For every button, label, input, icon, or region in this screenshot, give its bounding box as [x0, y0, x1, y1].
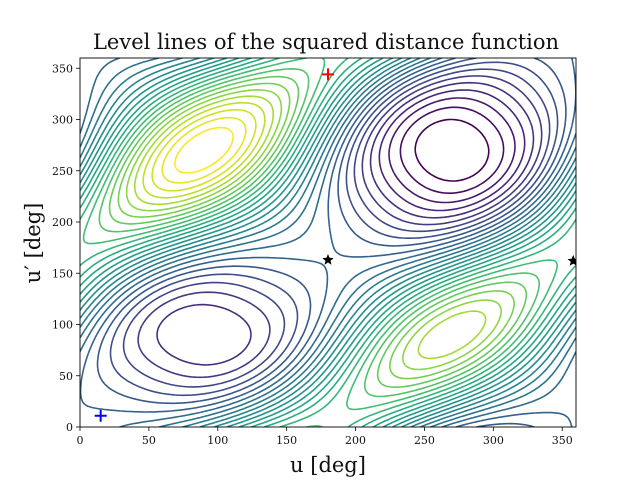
contour-level — [378, 89, 526, 212]
y-tick-label: 300 — [52, 114, 73, 127]
y-tick-label: 250 — [52, 165, 73, 178]
plot-frame — [79, 57, 577, 428]
contour-level — [161, 116, 247, 184]
point-markers — [94, 68, 576, 422]
contour-level — [80, 58, 576, 427]
contour-level — [80, 58, 576, 427]
y-tick-label: 100 — [52, 319, 73, 332]
x-tick-label: 200 — [345, 434, 366, 447]
contour-level — [142, 101, 266, 199]
plus-marker — [94, 409, 107, 422]
contour-level — [414, 118, 490, 182]
x-axis-label: u [deg] — [290, 453, 366, 477]
y-tick-label: 350 — [52, 62, 73, 75]
x-tick-label: 250 — [414, 434, 435, 447]
x-tick-label: 0 — [77, 434, 84, 447]
y-axis-label: u′ [deg] — [21, 203, 45, 284]
x-tick-label: 150 — [276, 434, 297, 447]
x-tick-label: 300 — [483, 434, 504, 447]
x-tick-label: 100 — [207, 434, 228, 447]
contour-level — [80, 58, 576, 427]
x-axis-ticks: 0 50 100 150 200 250 300 350 — [77, 427, 573, 447]
contour-level — [151, 108, 257, 192]
x-tick-label: 50 — [142, 434, 156, 447]
y-tick-label: 200 — [52, 216, 73, 229]
contour-level — [122, 68, 551, 388]
contour-level — [174, 126, 234, 174]
y-tick-label: 50 — [59, 370, 73, 383]
contour-level — [117, 82, 515, 380]
contour-level — [137, 75, 543, 379]
star-marker — [322, 253, 334, 265]
contour-level — [156, 81, 535, 366]
plus-marker — [322, 68, 334, 81]
contour-level — [98, 68, 540, 398]
contour-level — [125, 89, 502, 371]
x-tick-label: 350 — [552, 434, 573, 447]
star-marker — [567, 254, 576, 266]
chart-title: Level lines of the squared distance func… — [93, 30, 559, 54]
contour-level — [399, 106, 505, 194]
contour-level — [108, 75, 528, 388]
y-tick-label: 0 — [66, 421, 73, 434]
y-tick-label: 150 — [52, 267, 73, 280]
y-axis-ticks: 0 50 100 150 200 250 300 350 — [52, 62, 80, 434]
contour-lines — [80, 58, 576, 427]
contour-level — [388, 97, 516, 204]
contour-level — [109, 61, 559, 397]
contour-level — [134, 95, 487, 360]
